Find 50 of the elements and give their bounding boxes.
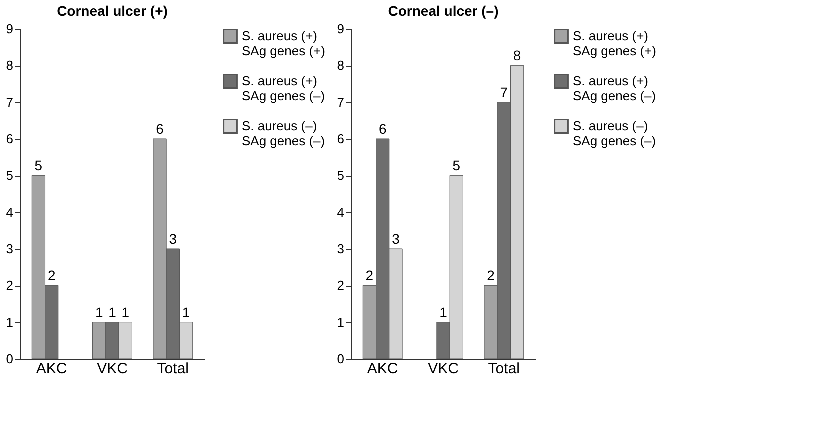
data-label: 6 [156, 121, 164, 137]
legend-label: S. aureus (+) SAg genes (–) [242, 74, 326, 104]
x-tick-label: Total [157, 360, 189, 378]
x-tick-label: VKC [97, 360, 128, 378]
x-tick-label: AKC [36, 360, 68, 378]
y-tick-label: 8 [337, 58, 344, 74]
chart-title: Corneal ulcer (–) [388, 3, 499, 19]
y-tick-label: 6 [6, 132, 14, 146]
legend-label: S. aureus (–) SAg genes (–) [573, 118, 656, 148]
y-tick-label: 7 [6, 94, 14, 110]
y-tick-label: 9 [337, 22, 344, 36]
chart-title: Corneal ulcer (+) [57, 3, 168, 19]
data-label: 5 [34, 158, 43, 174]
y-tick-label: 2 [6, 278, 14, 294]
y-tick-label: 0 [337, 352, 344, 366]
y-tick-label: 2 [337, 278, 344, 294]
y-tick-label: 5 [6, 168, 14, 184]
data-label: 1 [440, 304, 448, 320]
x-tick-label: AKC [367, 360, 398, 378]
y-tick-label: 3 [337, 242, 344, 256]
data-label: 1 [108, 304, 117, 320]
y-tick-label: 9 [6, 22, 14, 36]
data-label: 2 [487, 268, 496, 284]
y-tick-label: 8 [6, 58, 14, 74]
y-tick-label: 4 [6, 204, 14, 220]
x-tick-label: VKC [428, 360, 460, 378]
data-label: 1 [95, 304, 104, 320]
y-tick-label: 7 [337, 94, 344, 110]
y-tick-label: 1 [6, 314, 14, 330]
y-tick-label: 6 [337, 132, 344, 146]
data-label: 3 [392, 231, 400, 247]
data-label: 5 [452, 158, 461, 174]
data-label: 7 [500, 84, 508, 100]
y-tick-label: 3 [6, 242, 14, 256]
data-label: 6 [378, 121, 387, 137]
data-label: 1 [182, 304, 190, 320]
legend-label: S. aureus (–) SAg genes (–) [242, 118, 326, 148]
data-label: 3 [169, 231, 178, 247]
legend-label: S. aureus (+) SAg genes (+) [573, 28, 656, 58]
data-label: 2 [48, 268, 56, 284]
legend-label: S. aureus (+) SAg genes (–) [573, 74, 656, 104]
data-label: 8 [513, 48, 522, 64]
y-tick-label: 1 [337, 314, 344, 330]
x-tick-label: Total [488, 360, 520, 378]
legend-label: S. aureus (+) SAg genes (+) [242, 28, 326, 58]
data-label: 1 [122, 304, 130, 320]
y-tick-label: 4 [337, 204, 344, 220]
data-label: 2 [366, 268, 374, 284]
y-tick-label: 5 [337, 168, 344, 184]
y-tick-label: 0 [6, 352, 14, 366]
